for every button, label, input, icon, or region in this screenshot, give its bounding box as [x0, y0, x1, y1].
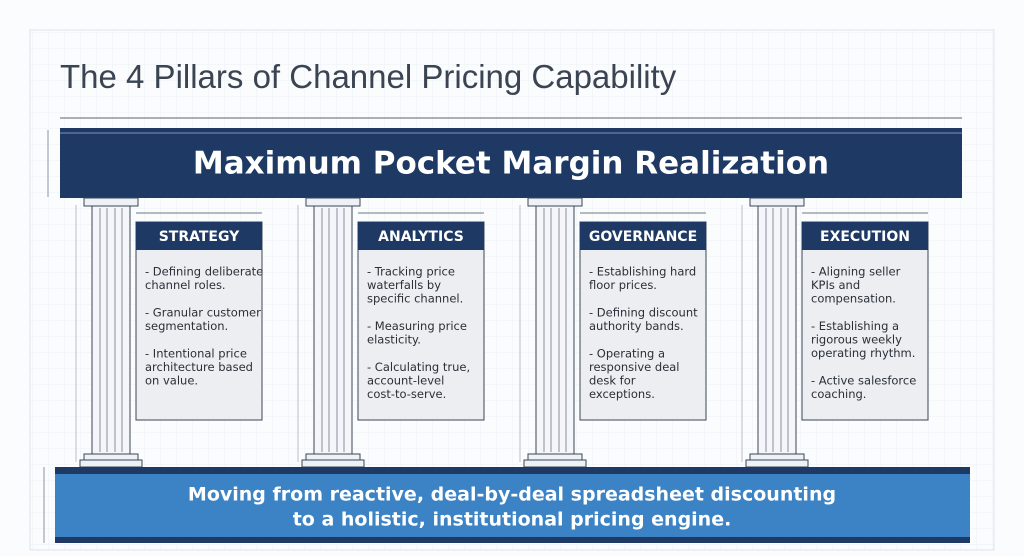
column-capital [749, 197, 805, 207]
bullet-text: account-level [367, 374, 444, 388]
card [357, 221, 485, 421]
bullet-text: - Measuring price [367, 319, 467, 333]
card-header [136, 222, 262, 250]
bullet-text: coaching. [811, 387, 866, 401]
bullet-text: exceptions. [589, 387, 655, 401]
card-header [358, 222, 484, 250]
bullet-text: - Calculating true, [367, 360, 470, 374]
bullet-text: specific channel. [367, 292, 463, 306]
pillar-name: EXECUTION [820, 229, 910, 245]
bullet-text: channel roles. [145, 278, 226, 292]
foundation-bottom [55, 537, 970, 543]
column-plinth [79, 459, 143, 468]
column-base [749, 453, 805, 461]
bullet-text: - Defining deliberate [145, 265, 263, 279]
column-capital [83, 197, 139, 207]
foundation-text: to a holistic, institutional pricing eng… [293, 509, 732, 531]
bullet-text: on value. [145, 374, 198, 388]
bullet-text: responsive deal [589, 360, 680, 374]
bullet-text: - Granular customer [145, 306, 261, 320]
column-capital [305, 197, 361, 207]
column-plinth [301, 459, 365, 468]
column-plinth [745, 459, 809, 468]
bullet-text: rigorous weekly [811, 333, 902, 347]
bullet-text: - Establishing a [811, 319, 899, 333]
bullet-text: elasticity. [367, 333, 421, 347]
card-header [802, 222, 928, 250]
frame [29, 29, 995, 551]
bullet-text: floor prices. [589, 278, 657, 292]
bullet-text: authority bands. [589, 319, 684, 333]
bullet-text: operating rhythm. [811, 346, 915, 360]
column-shaft [91, 205, 131, 455]
column-shaft [313, 205, 353, 455]
bullet-text: - Active salesforce [811, 374, 916, 388]
bullet-text: segmentation. [145, 319, 228, 333]
bullet-text: - Defining discount [589, 306, 698, 320]
column-plinth [523, 459, 587, 468]
bullet-text: compensation. [811, 292, 896, 306]
foundation-text: Moving from reactive, deal-by-deal sprea… [188, 484, 836, 506]
banner [60, 128, 962, 198]
pillar-name: STRATEGY [159, 229, 240, 245]
card [135, 221, 263, 421]
column-shaft [535, 205, 575, 455]
foundation [55, 467, 970, 543]
card [579, 221, 707, 421]
bullet-text: waterfalls by [367, 278, 441, 292]
column-capital [527, 197, 583, 207]
column-base [83, 453, 139, 461]
column-shaft [757, 205, 797, 455]
pillar-name: ANALYTICS [378, 229, 464, 245]
banner-text: Maximum Pocket Margin Realization [193, 146, 829, 182]
bullet-text: - Tracking price [367, 265, 455, 279]
bullet-text: architecture based [145, 360, 253, 374]
pillar-name: GOVERNANCE [589, 229, 697, 245]
card [801, 221, 929, 421]
foundation-top [55, 467, 970, 474]
bullet-text: - Aligning seller [811, 265, 901, 279]
card-header [580, 222, 706, 250]
title: The 4 Pillars of Channel Pricing Capabil… [60, 58, 677, 95]
bullet-text: desk for [589, 374, 636, 388]
column-base [527, 453, 583, 461]
bullet-text: KPIs and [811, 278, 860, 292]
bullet-text: - Intentional price [145, 347, 247, 361]
column-base [305, 453, 361, 461]
bullet-text: - Operating a [589, 347, 665, 361]
bullet-text: cost-to-serve. [367, 387, 446, 401]
bullet-text: - Establishing hard [589, 265, 696, 279]
